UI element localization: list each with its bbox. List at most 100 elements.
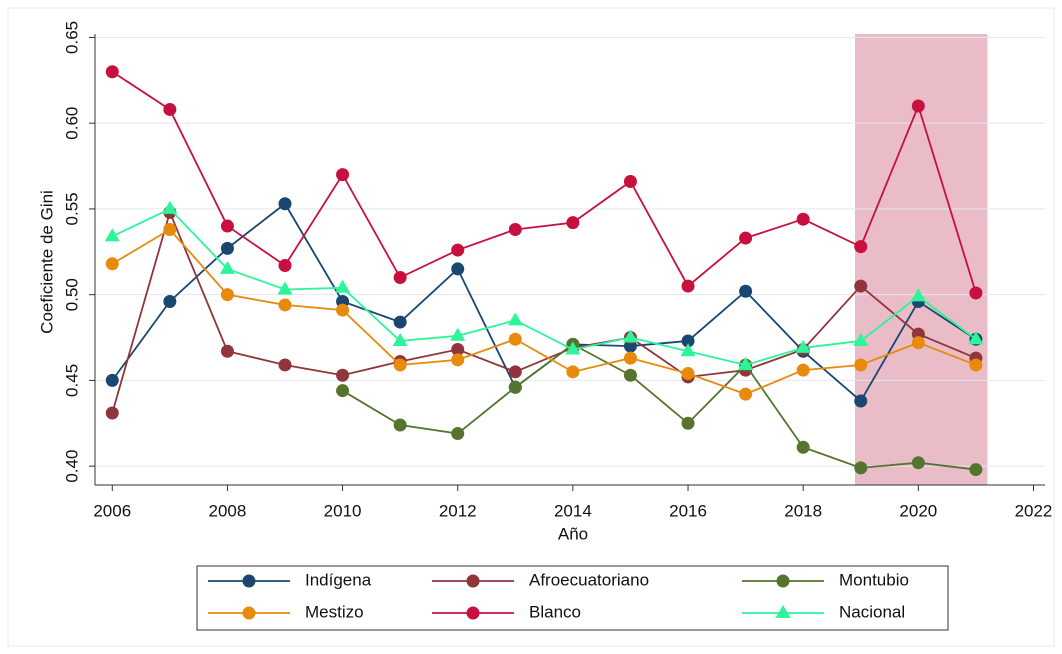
data-point [336,168,350,182]
x-tick-label: 2006 [93,501,131,520]
data-point [162,200,178,214]
series-line [342,343,977,471]
data-point [451,243,465,257]
data-point [854,461,868,475]
x-tick-label: 2012 [439,501,477,520]
data-point [968,331,984,345]
data-point [623,174,637,188]
series-line [111,209,977,414]
data-point [854,240,868,254]
data-point [739,387,753,401]
data-point [393,315,407,329]
legend-box [196,565,949,631]
data-point [508,332,522,346]
data-point [105,65,119,79]
data-point [910,288,926,302]
data-point [220,344,234,358]
data-point [220,241,234,255]
data-point [507,312,523,326]
data-point [104,228,120,242]
x-tick-label: 2008 [209,501,247,520]
data-point [278,197,292,211]
x-tick-label: 2014 [554,501,592,520]
data-point [220,288,234,302]
data-point [911,99,925,113]
data-point [278,358,292,372]
data-point [969,463,983,477]
data-point [681,416,695,430]
data-point [278,298,292,312]
data-point [393,358,407,372]
legend-marker [775,605,791,618]
data-point [105,257,119,271]
data-point [219,260,235,274]
data-point [911,336,925,350]
data-point [450,327,466,341]
data-point [969,358,983,372]
data-point [508,380,522,394]
x-tick-label: 2010 [324,501,362,520]
data-point [393,271,407,285]
data-point [451,353,465,367]
data-point [508,222,522,236]
data-point [566,216,580,230]
data-point [739,231,753,245]
series-line [111,207,977,366]
legend-marker [466,574,480,588]
data-point [105,373,119,387]
data-point [853,332,869,346]
data-point [738,356,754,370]
x-tick-label: 2020 [899,501,937,520]
data-point [278,259,292,273]
data-point [680,343,696,357]
data-point [681,367,695,381]
x-axis-label: Año [558,524,588,543]
y-tick-label: 0.45 [62,364,81,397]
data-point [393,418,407,432]
x-tick-label: 2016 [669,501,707,520]
data-point [336,384,350,398]
legend-marker [466,606,480,620]
y-tick-label: 0.50 [62,278,81,311]
data-point [911,456,925,470]
y-tick-label: 0.65 [62,21,81,54]
data-point [277,281,293,295]
y-axis-label: Coeficiente de Gini [37,190,56,334]
y-tick-label: 0.40 [62,450,81,483]
data-point [969,286,983,300]
legend-label: Afroecuatoriano [529,570,649,589]
data-point [623,368,637,382]
data-point [796,363,810,377]
data-point [105,406,119,420]
legend-marker [242,606,256,620]
data-point [163,295,177,309]
y-tick-label: 0.55 [62,192,81,225]
data-point [622,329,638,343]
data-point [854,358,868,372]
legend-label: Montubio [839,570,909,589]
data-point [451,427,465,441]
data-point [336,303,350,317]
data-point [796,212,810,226]
data-point [451,343,465,357]
legend-marker [776,574,790,588]
legend-marker [242,574,256,588]
data-point [623,351,637,365]
data-point [451,262,465,276]
legend-label: Blanco [529,602,581,621]
data-point [681,334,695,348]
data-point [392,332,408,346]
x-tick-label: 2018 [784,501,822,520]
y-tick-label: 0.60 [62,107,81,140]
series-line [111,228,977,396]
data-point [566,365,580,379]
x-tick-label: 2022 [1015,501,1053,520]
legend-label: Indígena [305,570,372,589]
data-point [565,341,581,355]
data-point [854,394,868,408]
data-point [681,279,695,293]
data-point [220,219,234,233]
data-point [163,102,177,116]
data-point [796,440,810,454]
